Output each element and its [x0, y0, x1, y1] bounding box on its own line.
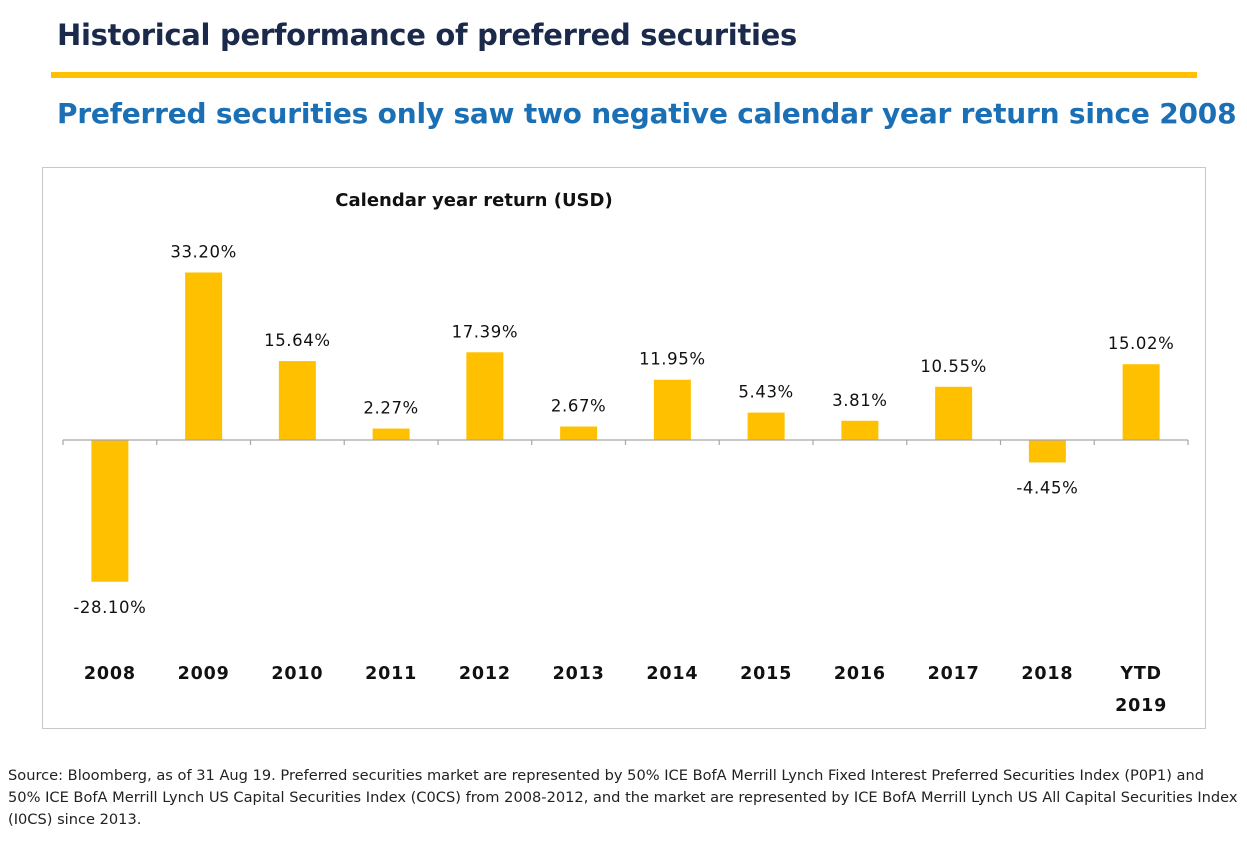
bar [278, 361, 316, 440]
bar [372, 428, 410, 440]
bar [91, 440, 129, 582]
x-tick-label: 2018 [1021, 664, 1073, 684]
bar [185, 272, 223, 440]
chart-panel: Calendar year return (USD) -28.10% 33.20% 1… [42, 167, 1206, 729]
data-label: 2.27% [363, 399, 418, 418]
bar [841, 420, 879, 440]
page-subtitle: Preferred securities only saw two negati… [57, 97, 1237, 130]
data-label: 15.64% [264, 331, 331, 350]
x-tick-label: YTD 2019 [1115, 664, 1167, 716]
bar [466, 352, 504, 440]
data-label: 3.81% [832, 391, 887, 410]
bar [653, 379, 691, 440]
data-label: 17.39% [452, 322, 519, 341]
x-tick-label: 2017 [928, 664, 980, 684]
data-label: 15.02% [1108, 334, 1175, 353]
data-label: -28.10% [73, 598, 146, 617]
x-tick-label: 2015 [740, 664, 792, 684]
x-tick-label: 2012 [459, 664, 511, 684]
data-label: 10.55% [920, 357, 987, 376]
bar [1122, 364, 1160, 440]
x-tick-label: 2016 [834, 664, 886, 684]
data-label: 11.95% [639, 350, 706, 369]
bar [560, 426, 598, 440]
x-tick-label: 2008 [84, 664, 136, 684]
x-tick-label: 2010 [271, 664, 323, 684]
source-note: Source: Bloomberg, as of 31 Aug 19. Pref… [8, 767, 1238, 828]
x-tick-label: 2011 [365, 664, 417, 684]
bar [935, 386, 973, 440]
x-tick-label: 2009 [178, 664, 230, 684]
x-tick-label: 2014 [646, 664, 698, 684]
chart-title: Calendar year return (USD) [335, 190, 612, 211]
page-title: Historical performance of preferred secu… [57, 18, 797, 52]
bar-chart: Calendar year return (USD) -28.10% 33.20% 1… [62, 190, 1189, 716]
data-label: -4.45% [1016, 478, 1078, 497]
x-tick-label: 2013 [553, 664, 605, 684]
bar [747, 412, 785, 440]
accent-rule [51, 72, 1197, 78]
data-label: 33.20% [170, 243, 237, 262]
bar [1028, 440, 1066, 463]
data-label: 2.67% [551, 397, 606, 416]
data-label: 5.43% [738, 383, 793, 402]
